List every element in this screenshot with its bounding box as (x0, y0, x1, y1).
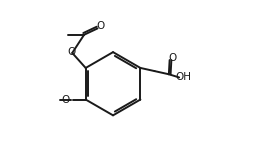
Text: O: O (61, 94, 70, 105)
Text: O: O (67, 47, 76, 57)
Text: O: O (169, 53, 177, 64)
Text: O: O (97, 21, 105, 31)
Text: OH: OH (176, 72, 192, 82)
